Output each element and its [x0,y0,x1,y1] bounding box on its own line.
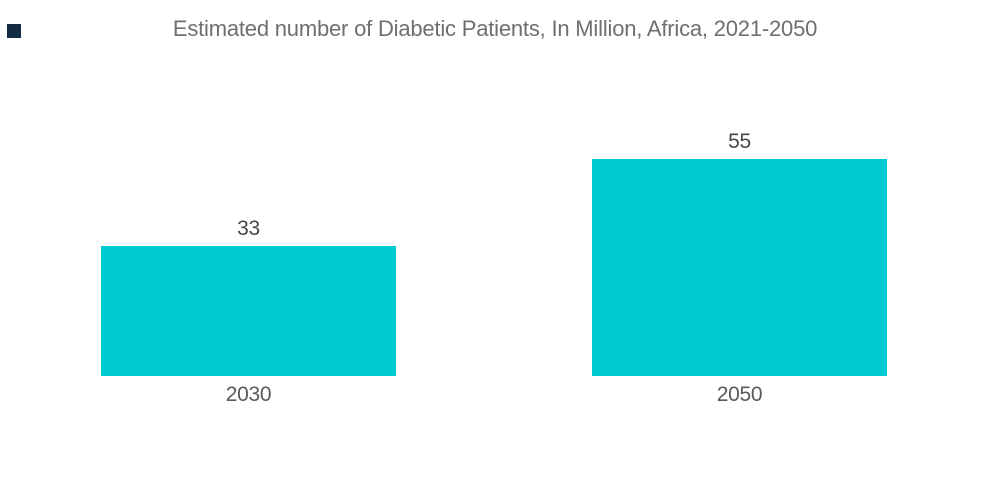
x-axis-label-2050: 2050 [716,383,763,406]
chart-title: Estimated number of Diabetic Patients, I… [172,16,818,41]
bar-2030 [101,246,396,376]
bar-value-label-2030: 33 [237,217,260,240]
bar-value-label-2050: 55 [728,130,751,153]
bar-2050 [592,159,887,376]
x-axis-label-2030: 2030 [225,383,272,406]
bar-group-2050: 55 2050 [592,130,887,406]
logo-mark [7,24,21,38]
bar-group-2030: 33 2030 [101,217,396,406]
